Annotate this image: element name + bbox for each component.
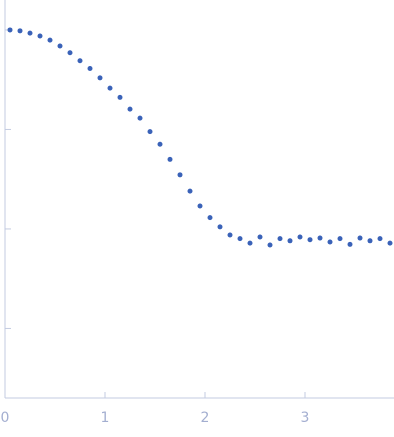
data-point [207, 215, 213, 221]
data-point [267, 242, 273, 248]
x-tick-label: 3 [301, 410, 310, 426]
data-point [317, 235, 323, 241]
data-point [337, 236, 343, 242]
x-tick-label: 0 [1, 410, 10, 426]
data-point [187, 188, 193, 194]
data-point [137, 115, 143, 121]
data-point [307, 237, 313, 243]
data-point [237, 236, 243, 242]
data-point [7, 27, 13, 33]
data-point [67, 50, 73, 56]
data-point [277, 236, 283, 242]
data-point [367, 238, 373, 244]
data-point [257, 234, 263, 240]
data-point [377, 236, 383, 242]
data-point [147, 129, 153, 135]
data-point [47, 37, 53, 43]
data-point [227, 232, 233, 238]
data-point [297, 234, 303, 240]
data-point [37, 33, 43, 39]
data-point [57, 43, 63, 49]
data-point [177, 172, 183, 178]
data-point [217, 224, 223, 230]
data-point [287, 238, 293, 244]
data-point [387, 240, 393, 246]
data-point [197, 203, 203, 209]
data-point [247, 240, 253, 246]
data-point [127, 106, 133, 112]
data-point [97, 75, 103, 81]
x-tick-label: 1 [101, 410, 110, 426]
data-point [117, 94, 123, 100]
data-point [167, 156, 173, 162]
x-tick-label: 2 [201, 410, 210, 426]
data-point [107, 85, 113, 91]
data-point [17, 28, 23, 34]
data-point [347, 241, 353, 247]
data-point [77, 58, 83, 64]
data-point [27, 30, 33, 36]
data-point [157, 141, 163, 147]
data-point [357, 235, 363, 241]
data-point [327, 239, 333, 245]
data-point [87, 65, 93, 71]
